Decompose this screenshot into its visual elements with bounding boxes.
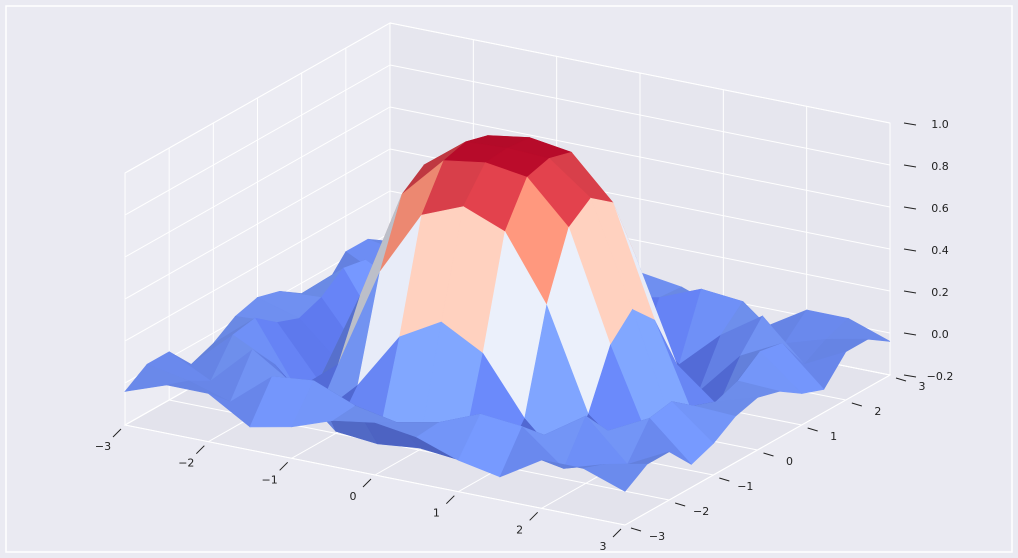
grid-line [124,22,391,174]
x-tick-label: −3 [95,440,111,453]
grid-line [124,190,391,342]
tick-mark [445,495,455,505]
x-tick-label: 1 [433,507,440,520]
y-tick-label: 0 [786,455,793,468]
grid-line [389,22,891,124]
z-tick-label: 0.4 [931,244,949,257]
tick-mark [903,206,917,210]
tick-mark [851,402,862,407]
x-tick-label: −2 [178,457,194,470]
tick-mark [903,164,917,168]
z-tick-label: 0.2 [931,286,949,299]
tick-mark [279,461,289,471]
x-tick-label: 0 [350,490,357,503]
tick-mark [362,478,372,488]
tick-mark [529,511,539,521]
grid-line [124,106,391,258]
z-tick-label: −0.2 [927,370,954,383]
z-tick-label: 1.0 [931,118,949,131]
tick-mark [112,428,122,438]
y-tick-label: 3 [919,380,926,393]
x-tick-label: 2 [516,523,523,536]
grid-line [389,106,891,208]
grid-line [124,64,391,216]
x-tick-label: −1 [262,473,278,486]
tick-mark [903,248,917,252]
tick-mark [903,290,917,294]
tick-mark [763,452,774,457]
surface-facet [582,463,648,492]
tick-mark [675,502,686,507]
grid-line [389,64,891,166]
tick-mark [719,477,730,482]
z-tick-label: 0.8 [931,160,949,173]
tick-mark [903,122,917,126]
y-tick-label: −1 [737,480,753,493]
y-tick-label: −3 [649,530,665,543]
y-tick-label: 2 [874,405,881,418]
tick-mark [895,377,907,382]
x-tick-label: 3 [600,540,607,553]
tick-mark [807,427,818,432]
grid-line [124,424,626,526]
tick-mark [630,527,642,532]
y-tick-label: 1 [830,430,837,443]
z-tick-label: 0.6 [931,202,949,215]
tick-mark [903,332,917,336]
tick-mark [903,374,917,378]
tick-mark [195,445,205,455]
grid-line [124,148,391,300]
z-tick-label: 0.0 [931,328,949,341]
tick-mark [612,528,622,538]
y-tick-label: −2 [693,505,709,518]
